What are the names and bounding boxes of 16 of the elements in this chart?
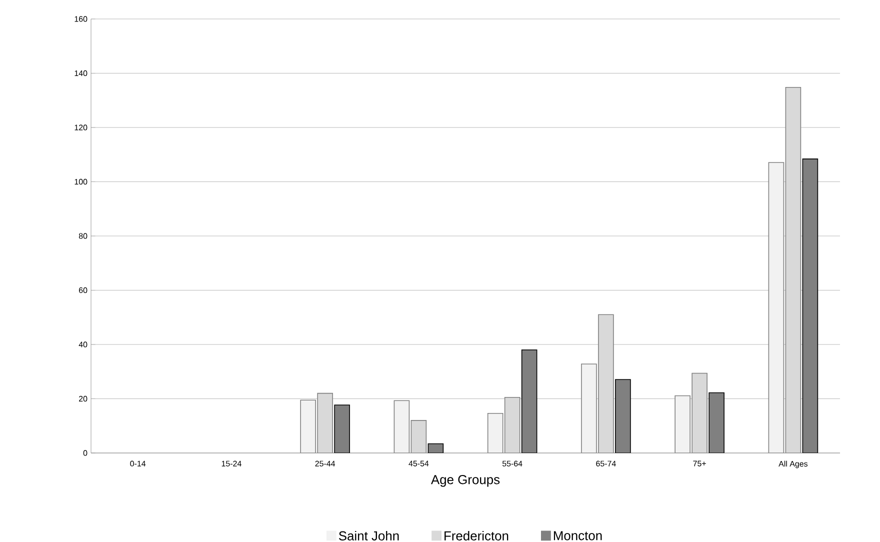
bar [410, 420, 427, 453]
legend-label: Moncton [554, 531, 602, 540]
bar [504, 396, 520, 453]
bar [394, 400, 410, 453]
x-axis-title: Age Groups [430, 475, 500, 487]
bar [692, 372, 708, 453]
bar [785, 86, 802, 453]
bar [317, 392, 333, 453]
legend-label: Fredericton [444, 530, 508, 540]
bar [581, 364, 597, 453]
legend-label: Saint John [338, 530, 399, 540]
bar [300, 400, 316, 453]
bar [598, 314, 614, 453]
bar [674, 395, 690, 453]
bar [768, 162, 784, 453]
bar [487, 412, 504, 453]
